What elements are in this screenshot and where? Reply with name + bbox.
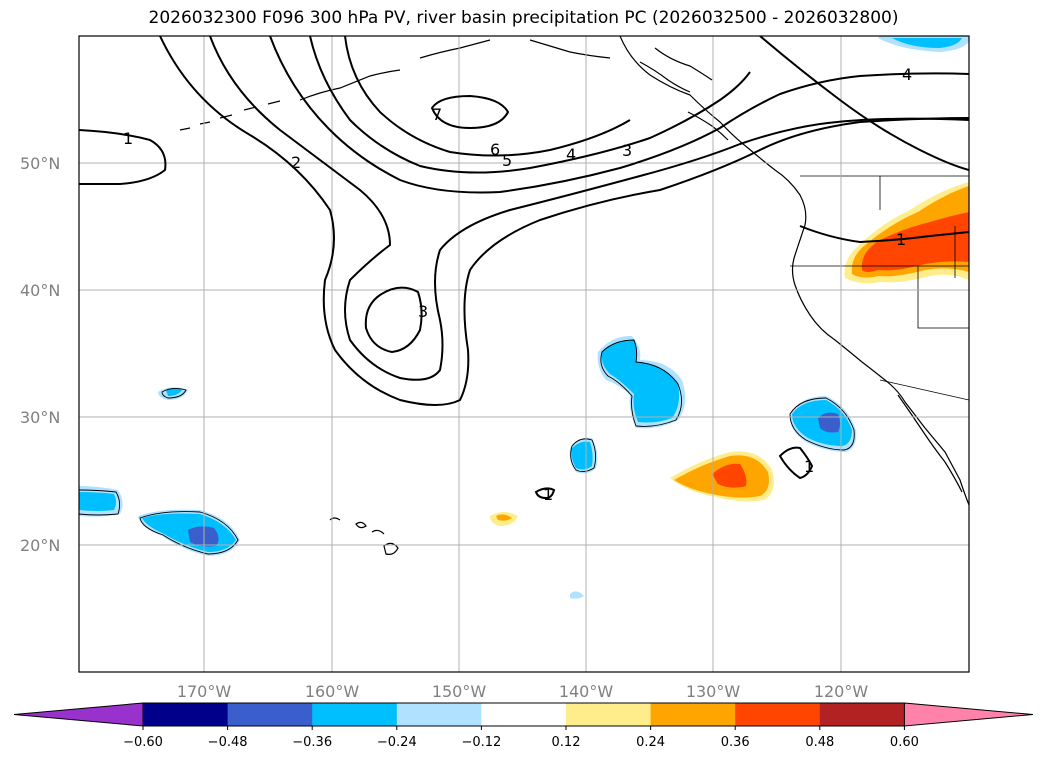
map-title: 2026032300 F096 300 hPa PV, river basin … — [148, 8, 899, 28]
pv-label: 3 — [418, 302, 428, 321]
colorbar-tick-label: 0.60 — [890, 735, 919, 750]
pv-label: 1 — [804, 457, 814, 476]
lat-label: 20°N — [20, 536, 60, 555]
lon-label: 140°W — [559, 682, 614, 701]
colorbar-segment — [735, 703, 821, 726]
plot-area — [79, 36, 969, 672]
lon-label: 150°W — [432, 682, 487, 701]
colorbar-tick-label: −0.12 — [461, 735, 501, 750]
lon-label: 170°W — [177, 682, 232, 701]
colorbar-tick-label: 0.24 — [636, 735, 665, 750]
colorbar-segment — [143, 703, 229, 726]
pv-label: 1 — [543, 485, 553, 504]
colorbar-segment — [819, 703, 905, 726]
pv-contour-1-loop — [778, 446, 814, 480]
borders — [790, 175, 969, 401]
lat-label: 40°N — [20, 281, 60, 300]
lon-label: 120°W — [814, 682, 869, 701]
north-america-coast — [619, 36, 969, 506]
colorbar-tick-label: −0.24 — [377, 735, 417, 750]
pv-contour-1-right — [799, 225, 969, 244]
colorbar-tick-label: 0.36 — [721, 735, 750, 750]
colorbar-tick-label: 0.48 — [805, 735, 834, 750]
colorbar-tick-label: −0.60 — [123, 735, 163, 750]
colorbar-tick-label: −0.36 — [292, 735, 332, 750]
longitude-labels: 170°W 160°W 150°W 140°W 130°W 120°W — [177, 682, 869, 701]
lat-label: 30°N — [20, 408, 60, 427]
colorbar-segment — [227, 703, 313, 726]
colorbar: −0.60 −0.48 −0.36 −0.24 −0.12 0.12 0.24 0.36 0.4… — [13, 702, 1034, 750]
pv-label: 5 — [502, 151, 512, 170]
colorbar-segment — [396, 703, 482, 726]
pv-contour-5 — [309, 36, 751, 174]
colorbar-tick-label: −0.48 — [208, 735, 248, 750]
plot-frame — [78, 35, 970, 673]
colorbar-extend-max — [903, 702, 1034, 727]
pv-contour-1-left — [79, 129, 167, 185]
pv-contour-labels: 1 2 3 4 5 6 7 3 1 1 1 4 — [123, 65, 912, 504]
precip-outlines — [79, 339, 855, 555]
pv-contour-6 — [344, 36, 631, 157]
colorbar-segment — [566, 703, 652, 726]
latitude-labels: 50°N 40°N 30°N 20°N — [20, 154, 60, 555]
lon-label: 160°W — [305, 682, 360, 701]
pv-label: 2 — [291, 153, 301, 172]
coastlines — [179, 36, 969, 555]
colorbar-tick-label: 0.12 — [552, 735, 581, 750]
pv-contours — [79, 36, 969, 500]
colorbar-segment — [312, 703, 398, 726]
pv-contour-3 — [209, 36, 969, 381]
colorbar-outline — [143, 702, 905, 727]
pv-label: 1 — [123, 129, 133, 148]
pv-label: 3 — [622, 141, 632, 160]
pv-label: 6 — [490, 140, 500, 159]
pv-contour-2 — [159, 36, 969, 406]
pv-label: 4 — [566, 145, 576, 164]
pv-contour-4 — [269, 36, 969, 194]
precip-shading — [79, 36, 969, 599]
gridlines — [79, 36, 969, 672]
colorbar-segment — [650, 703, 736, 726]
pv-contour-3-inner — [364, 286, 423, 354]
pv-label: 1 — [896, 230, 906, 249]
pv-label: 4 — [902, 65, 912, 84]
lat-label: 50°N — [20, 154, 60, 173]
pv-label: 7 — [432, 105, 442, 124]
pv-contour-7 — [430, 94, 510, 130]
colorbar-segment — [481, 703, 567, 726]
colorbar-extend-min — [13, 702, 144, 727]
lon-label: 130°W — [686, 682, 741, 701]
